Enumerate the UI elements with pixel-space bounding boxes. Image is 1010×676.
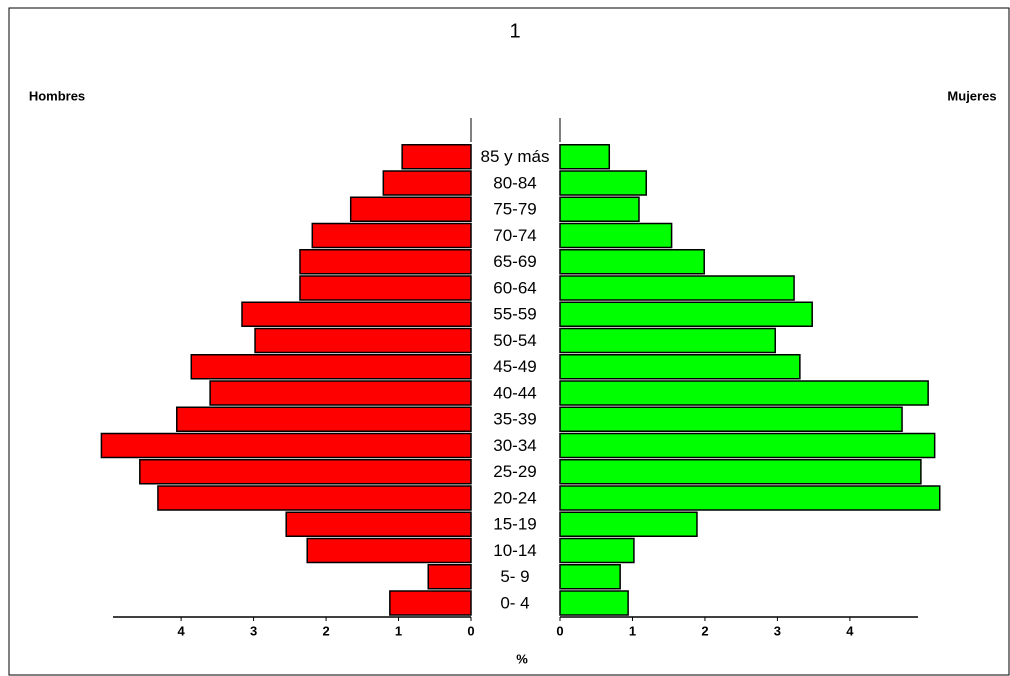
- frame: [8, 7, 1010, 676]
- category-label: 20-24: [493, 488, 536, 507]
- bar: [559, 432, 936, 459]
- bar: [401, 144, 472, 170]
- bar: [427, 564, 472, 590]
- bar: [559, 222, 673, 249]
- bar: [559, 380, 929, 406]
- x-tick-label: 1: [395, 623, 402, 638]
- category-label: 45-49: [493, 357, 536, 376]
- category-label: 50-54: [493, 331, 536, 350]
- bar: [559, 275, 795, 301]
- bar: [176, 406, 472, 432]
- bar: [254, 327, 472, 354]
- bar: [559, 170, 647, 196]
- category-label: 35-39: [493, 410, 536, 429]
- bar: [559, 459, 922, 485]
- category-label: 65-69: [493, 252, 536, 271]
- x-tick-label: 1: [629, 623, 636, 638]
- bar: [559, 301, 813, 327]
- x-tick-label: 0: [556, 623, 563, 638]
- category-label: 85 y más: [481, 147, 550, 166]
- bar: [559, 354, 801, 380]
- x-axis-label: %: [516, 651, 528, 666]
- bar: [559, 144, 611, 170]
- category-label: 55-59: [493, 305, 536, 324]
- bar: [299, 275, 472, 301]
- bar: [559, 196, 640, 222]
- legend-right: Mujeres: [947, 88, 996, 103]
- category-label: 60-64: [493, 278, 536, 297]
- bar: [285, 511, 472, 537]
- chart-title: 1: [509, 20, 520, 42]
- bar: [389, 590, 472, 616]
- category-label: 15-19: [493, 515, 536, 534]
- category-label: 40-44: [493, 383, 536, 402]
- bar: [382, 170, 472, 196]
- bar: [559, 537, 635, 564]
- bar: [559, 327, 776, 354]
- x-tick-label: 0: [467, 623, 474, 638]
- bar: [559, 485, 941, 511]
- bar: [299, 249, 472, 275]
- x-tick-label: 3: [774, 623, 781, 638]
- bar: [157, 485, 472, 511]
- category-label: 5- 9: [500, 567, 529, 586]
- bar: [306, 537, 472, 564]
- category-label: 70-74: [493, 226, 536, 245]
- x-tick-label: 4: [846, 623, 854, 638]
- x-tick-label: 3: [250, 623, 257, 638]
- x-tick-label: 4: [178, 623, 186, 638]
- category-label: 80-84: [493, 173, 536, 192]
- bar: [559, 564, 621, 590]
- bar: [190, 354, 472, 380]
- bar: [100, 432, 472, 459]
- bar: [311, 222, 472, 249]
- bar: [559, 406, 903, 432]
- x-tick-label: 2: [322, 623, 329, 638]
- bar: [559, 249, 705, 275]
- category-label: 75-79: [493, 200, 536, 219]
- bar: [209, 380, 472, 406]
- bar: [559, 511, 698, 537]
- bar: [241, 301, 472, 327]
- legend-left: Hombres: [29, 88, 85, 103]
- bar: [349, 196, 472, 222]
- category-label: 10-14: [493, 541, 536, 560]
- bar: [559, 590, 629, 616]
- category-label: 30-34: [493, 436, 536, 455]
- category-label: 25-29: [493, 462, 536, 481]
- x-tick-label: 2: [701, 623, 708, 638]
- bar: [139, 459, 472, 485]
- category-label: 0- 4: [500, 593, 529, 612]
